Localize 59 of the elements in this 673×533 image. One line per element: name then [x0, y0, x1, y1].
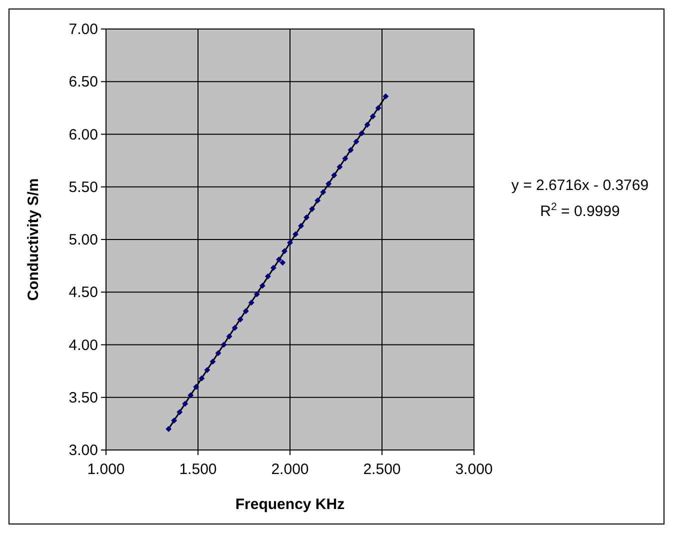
y-tick-label: 6.00 — [68, 126, 98, 144]
point — [348, 147, 354, 154]
point — [193, 384, 200, 390]
y-tick-label: 4.00 — [68, 336, 98, 354]
x-tick-label: 2.000 — [271, 461, 309, 478]
point — [320, 189, 326, 196]
point — [281, 248, 288, 254]
x-tick-label: 2.500 — [363, 461, 401, 478]
point — [298, 222, 304, 229]
y-axis-title: Conductivity S/m — [25, 178, 42, 301]
point — [370, 113, 376, 120]
point — [237, 316, 244, 322]
point — [336, 164, 343, 170]
point — [242, 308, 249, 314]
y-tick-label: 6.50 — [68, 74, 98, 91]
point — [375, 104, 382, 111]
point — [280, 260, 286, 266]
x-tick-label: 1.500 — [179, 461, 217, 478]
point — [326, 180, 332, 187]
point — [254, 291, 260, 298]
point — [220, 342, 227, 348]
point — [188, 392, 194, 398]
y-tick-label: 3.50 — [68, 389, 98, 406]
y-tick-label: 3.00 — [68, 442, 98, 459]
y-tick-label: 4.50 — [68, 284, 98, 302]
x-tick-label: 1.000 — [87, 461, 125, 478]
point — [248, 300, 254, 306]
y-tick-label: 5.00 — [68, 232, 98, 248]
point — [304, 214, 310, 220]
point — [342, 155, 348, 162]
point — [204, 367, 210, 374]
point — [176, 409, 183, 416]
point — [215, 350, 222, 356]
x-axis-title: Frequency KHz — [235, 496, 345, 513]
point — [353, 138, 360, 145]
x-tick-label: 3.000 — [455, 461, 493, 478]
y-tick-label: 5.50 — [68, 178, 98, 196]
point — [198, 375, 205, 382]
point — [259, 282, 266, 289]
point — [270, 264, 276, 271]
point — [264, 273, 271, 280]
point — [382, 93, 389, 100]
point — [232, 324, 238, 331]
point — [309, 206, 316, 212]
point — [276, 256, 282, 262]
point — [364, 122, 370, 128]
text: R$^{2}$ = 0.9999 — [540, 201, 620, 220]
point — [292, 231, 299, 238]
point — [331, 172, 338, 178]
point — [171, 418, 178, 424]
point — [210, 358, 216, 365]
text: y = 2.6716x - 0.3769 — [511, 177, 649, 194]
point — [314, 198, 321, 204]
point — [358, 130, 365, 136]
point — [287, 240, 293, 246]
point — [166, 426, 172, 432]
y-tick-label: 7.00 — [68, 21, 98, 38]
point — [226, 333, 232, 340]
point — [182, 400, 188, 407]
